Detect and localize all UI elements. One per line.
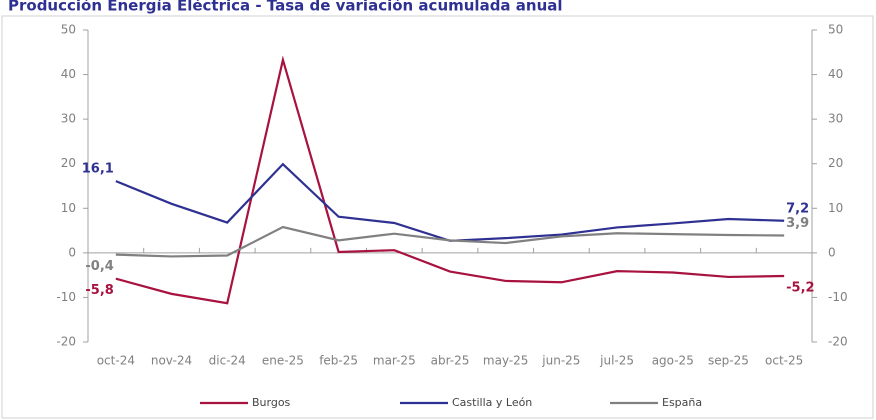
y-tick-label: 10 xyxy=(61,201,76,215)
series-line xyxy=(115,225,785,258)
chart-title: Producción Energía Eléctrica - Tasa de v… xyxy=(8,0,563,15)
data-label: -5,2 xyxy=(786,281,814,296)
data-label: -5,8 xyxy=(85,283,113,298)
x-tick-label: nov-24 xyxy=(151,354,192,368)
x-tick-label: may-25 xyxy=(483,354,529,368)
data-label: -0,4 xyxy=(85,259,113,274)
chart-frame xyxy=(1,15,874,419)
y2-tick-label: -10 xyxy=(828,290,848,304)
x-tick-label: jun-25 xyxy=(541,354,580,368)
y-tick-label: -10 xyxy=(56,290,76,304)
legend-label: España xyxy=(662,396,702,409)
x-tick-label: oct-25 xyxy=(765,354,803,368)
y-tick-label: 20 xyxy=(61,156,76,170)
y2-tick-label: 20 xyxy=(828,156,843,170)
y-tick-label: 50 xyxy=(61,23,76,37)
y2-tick-label: 10 xyxy=(828,201,843,215)
y-tick-label: -20 xyxy=(56,335,76,349)
series-line xyxy=(115,55,785,305)
y-tick-label: 30 xyxy=(61,112,76,126)
legend-label: Burgos xyxy=(252,396,291,409)
y2-tick-label: 40 xyxy=(828,67,843,81)
data-label: 7,2 xyxy=(786,201,809,216)
x-tick-label: sep-25 xyxy=(708,354,749,368)
x-tick-label: ago-25 xyxy=(652,354,694,368)
x-tick-label: oct-24 xyxy=(97,354,135,368)
legend-label: Castilla y León xyxy=(452,396,532,409)
x-tick-label: feb-25 xyxy=(319,354,358,368)
y2-tick-label: 0 xyxy=(828,245,836,259)
y2-tick-label: -20 xyxy=(828,335,848,349)
x-tick-label: ene-25 xyxy=(262,354,304,368)
y-tick-label: 40 xyxy=(61,67,76,81)
y2-tick-label: 50 xyxy=(828,23,843,37)
x-tick-label: mar-25 xyxy=(373,354,416,368)
x-tick-label: jul-25 xyxy=(599,354,634,368)
data-label: 16,1 xyxy=(82,162,114,177)
x-tick-label: dic-24 xyxy=(209,354,246,368)
data-label: 3,9 xyxy=(786,216,809,231)
y-tick-label: 0 xyxy=(68,245,76,259)
y2-tick-label: 30 xyxy=(828,112,843,126)
x-tick-label: abr-25 xyxy=(431,354,470,368)
